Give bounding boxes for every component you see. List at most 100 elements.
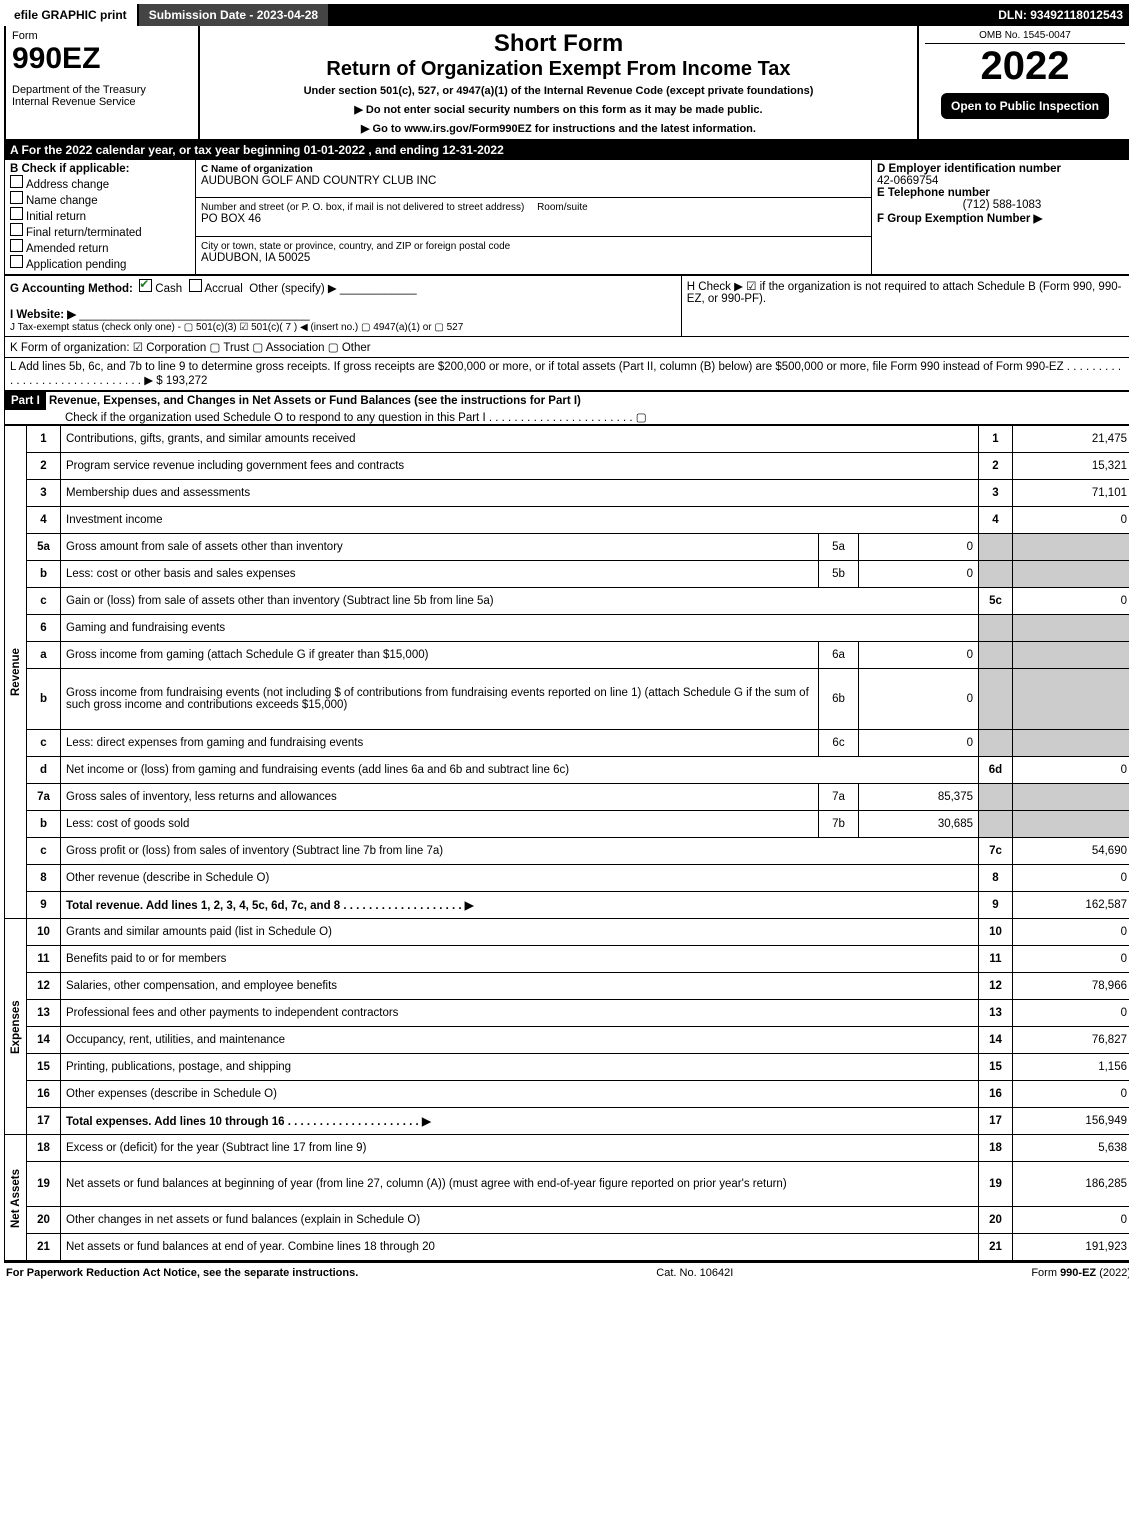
chk-initial-return[interactable] bbox=[10, 207, 23, 220]
omb-number: OMB No. 1545-0047 bbox=[925, 30, 1125, 44]
k-text: K Form of organization: ☑ Corporation ▢ … bbox=[5, 337, 1129, 358]
footer-left: For Paperwork Reduction Act Notice, see … bbox=[6, 1267, 358, 1279]
line-6b-mid: 0 bbox=[859, 669, 979, 730]
line-17-amount: 156,949 bbox=[1013, 1108, 1129, 1135]
line-10-rnum: 10 bbox=[979, 919, 1013, 946]
line-9-text: Total revenue. Add lines 1, 2, 3, 4, 5c,… bbox=[61, 892, 979, 919]
line-a: A For the 2022 calendar year, or tax yea… bbox=[4, 141, 1129, 159]
telephone: (712) 588-1083 bbox=[877, 199, 1127, 211]
line-6-text: Gaming and fundraising events bbox=[61, 615, 979, 642]
opt-address-change: Address change bbox=[26, 179, 109, 191]
page-footer: For Paperwork Reduction Act Notice, see … bbox=[4, 1261, 1129, 1283]
line-19-rnum: 19 bbox=[979, 1162, 1013, 1207]
line-11-rnum: 11 bbox=[979, 946, 1013, 973]
chk-cash[interactable] bbox=[139, 279, 152, 292]
line-13-amount: 0 bbox=[1013, 1000, 1129, 1027]
line-6a-text: Gross income from gaming (attach Schedul… bbox=[61, 642, 819, 669]
line-10-text: Grants and similar amounts paid (list in… bbox=[61, 919, 979, 946]
form-number: 990EZ bbox=[12, 42, 192, 76]
line-17-rnum: 17 bbox=[979, 1108, 1013, 1135]
line-7b-mid: 30,685 bbox=[859, 811, 979, 838]
line-5c-amount: 0 bbox=[1013, 588, 1129, 615]
opt-final-return: Final return/terminated bbox=[26, 227, 142, 239]
opt-cash: Cash bbox=[155, 283, 182, 295]
line-17-text: Total expenses. Add lines 10 through 16 … bbox=[61, 1108, 979, 1135]
line-5a-lbl: 5a bbox=[819, 534, 859, 561]
dept-treasury: Department of the Treasury bbox=[12, 84, 192, 96]
ghijkl-block: G Accounting Method: Cash Accrual Other … bbox=[4, 275, 1129, 391]
chk-final-return[interactable] bbox=[10, 223, 23, 236]
top-bar: efile GRAPHIC print Submission Date - 20… bbox=[4, 4, 1129, 26]
opt-other: Other (specify) ▶ bbox=[249, 283, 336, 295]
city-label: City or town, state or province, country… bbox=[201, 241, 510, 252]
line-7a-mid: 85,375 bbox=[859, 784, 979, 811]
line-7b-lbl: 7b bbox=[819, 811, 859, 838]
j-text: J Tax-exempt status (check only one) - ▢… bbox=[10, 322, 463, 333]
org-name: AUDUBON GOLF AND COUNTRY CLUB INC bbox=[201, 175, 436, 187]
org-info-block: B Check if applicable: Address change Na… bbox=[4, 159, 1129, 275]
line-1-text: Contributions, gifts, grants, and simila… bbox=[61, 426, 979, 453]
line-20-amount: 0 bbox=[1013, 1207, 1129, 1234]
form-word: Form bbox=[12, 30, 192, 42]
line-6c-lbl: 6c bbox=[819, 730, 859, 757]
line-7c-text: Gross profit or (loss) from sales of inv… bbox=[61, 838, 979, 865]
goto-link[interactable]: ▶ Go to www.irs.gov/Form990EZ for instru… bbox=[206, 122, 911, 135]
c-label: C Name of organization bbox=[201, 164, 313, 175]
submission-date: Submission Date - 2023-04-28 bbox=[139, 4, 330, 26]
line-12-rnum: 12 bbox=[979, 973, 1013, 1000]
ein: 42-0669754 bbox=[877, 175, 938, 187]
footer-mid: Cat. No. 10642I bbox=[656, 1267, 733, 1279]
line-13-text: Professional fees and other payments to … bbox=[61, 1000, 979, 1027]
line-2-text: Program service revenue including govern… bbox=[61, 453, 979, 480]
opt-accrual: Accrual bbox=[205, 283, 243, 295]
line-19-text: Net assets or fund balances at beginning… bbox=[61, 1162, 979, 1207]
e-label: E Telephone number bbox=[877, 187, 990, 199]
line-11-amount: 0 bbox=[1013, 946, 1129, 973]
line-16-text: Other expenses (describe in Schedule O) bbox=[61, 1081, 979, 1108]
line-7b-text: Less: cost of goods sold bbox=[61, 811, 819, 838]
chk-accrual[interactable] bbox=[189, 279, 202, 292]
line-5b-text: Less: cost or other basis and sales expe… bbox=[61, 561, 819, 588]
f-label: F Group Exemption Number ▶ bbox=[877, 213, 1042, 225]
line-15-rnum: 15 bbox=[979, 1054, 1013, 1081]
line-14-rnum: 14 bbox=[979, 1027, 1013, 1054]
chk-amended[interactable] bbox=[10, 239, 23, 252]
line-9-rnum: 9 bbox=[979, 892, 1013, 919]
line-15-text: Printing, publications, postage, and shi… bbox=[61, 1054, 979, 1081]
line-5b-lbl: 5b bbox=[819, 561, 859, 588]
chk-address-change[interactable] bbox=[10, 175, 23, 188]
line-5a-mid: 0 bbox=[859, 534, 979, 561]
line-5a-text: Gross amount from sale of assets other t… bbox=[61, 534, 819, 561]
line-14-amount: 76,827 bbox=[1013, 1027, 1129, 1054]
b-label: B Check if applicable: bbox=[10, 163, 130, 175]
street-label: Number and street (or P. O. box, if mail… bbox=[201, 202, 524, 213]
h-text: H Check ▶ ☑ if the organization is not r… bbox=[681, 276, 1129, 337]
form-header: Form 990EZ Department of the Treasury In… bbox=[4, 26, 1129, 141]
chk-name-change[interactable] bbox=[10, 191, 23, 204]
line-13-rnum: 13 bbox=[979, 1000, 1013, 1027]
line-20-rnum: 20 bbox=[979, 1207, 1013, 1234]
section-expenses: Expenses bbox=[5, 919, 27, 1135]
line-6a-lbl: 6a bbox=[819, 642, 859, 669]
efile-print-button[interactable]: efile GRAPHIC print bbox=[4, 4, 139, 26]
line-21-text: Net assets or fund balances at end of ye… bbox=[61, 1234, 979, 1261]
chk-application-pending[interactable] bbox=[10, 255, 23, 268]
irs-label: Internal Revenue Service bbox=[12, 96, 192, 108]
line-5c-rnum: 5c bbox=[979, 588, 1013, 615]
line-10-amount: 0 bbox=[1013, 919, 1129, 946]
line-4-amount: 0 bbox=[1013, 507, 1129, 534]
line-6d-amount: 0 bbox=[1013, 757, 1129, 784]
line-16-amount: 0 bbox=[1013, 1081, 1129, 1108]
opt-application-pending: Application pending bbox=[26, 259, 126, 271]
line-19-amount: 186,285 bbox=[1013, 1162, 1129, 1207]
part1-check: Check if the organization used Schedule … bbox=[5, 412, 647, 424]
line-16-rnum: 16 bbox=[979, 1081, 1013, 1108]
line-15-amount: 1,156 bbox=[1013, 1054, 1129, 1081]
line-8-text: Other revenue (describe in Schedule O) bbox=[61, 865, 979, 892]
line-21-amount: 191,923 bbox=[1013, 1234, 1129, 1261]
i-label: I Website: ▶ bbox=[10, 309, 76, 321]
line-6d-rnum: 6d bbox=[979, 757, 1013, 784]
subtitle: Under section 501(c), 527, or 4947(a)(1)… bbox=[206, 85, 911, 97]
line-9-amount: 162,587 bbox=[1013, 892, 1129, 919]
line-11-text: Benefits paid to or for members bbox=[61, 946, 979, 973]
